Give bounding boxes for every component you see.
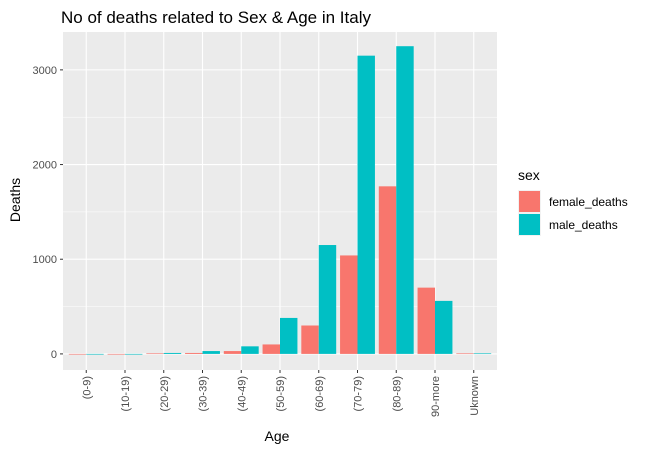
bar-male_deaths-0 xyxy=(86,353,104,355)
bar-female_deaths-1 xyxy=(107,353,125,355)
legend-title: sex xyxy=(518,167,540,183)
bar-male_deaths-10 xyxy=(473,353,492,355)
y-tick-label: 2000 xyxy=(33,160,57,172)
bar-female_deaths-2 xyxy=(146,353,164,355)
bar-male_deaths-3 xyxy=(202,351,220,354)
x-tick-label: Uknown xyxy=(469,376,481,416)
legend-swatch-female_deaths xyxy=(519,191,540,212)
y-axis-title: Deaths xyxy=(7,178,23,222)
x-tick-label: (80-89) xyxy=(391,376,403,411)
y-axis: 0 1000 2000 3000 xyxy=(33,65,63,361)
x-tick-label: (30-39) xyxy=(198,376,210,411)
x-tick-label: (60-69) xyxy=(314,376,326,411)
bar-female_deaths-3 xyxy=(185,352,203,354)
x-axis-title: Age xyxy=(265,428,290,444)
x-tick-label: (10-19) xyxy=(120,376,132,411)
chart-title: No of deaths related to Sex & Age in Ita… xyxy=(61,8,371,27)
bar-female_deaths-8 xyxy=(378,186,397,354)
y-tick-label: 0 xyxy=(51,349,57,361)
bar-female_deaths-10 xyxy=(456,353,474,355)
y-tick-label: 3000 xyxy=(33,65,57,77)
bar-male_deaths-8 xyxy=(396,46,414,354)
x-tick-label: (20-29) xyxy=(159,376,171,411)
legend-label-male_deaths: male_deaths xyxy=(549,218,618,232)
legend-swatch-male_deaths xyxy=(519,214,540,235)
bar-female_deaths-7 xyxy=(340,255,358,354)
plot-panel xyxy=(63,32,497,370)
x-axis: (0-9) (10-19) (20-29) (30-39) (40-49) (50-59)… xyxy=(81,370,481,417)
x-tick-label: 90-more xyxy=(430,376,442,417)
bar-female_deaths-4 xyxy=(223,351,242,354)
bar-male_deaths-4 xyxy=(241,346,259,354)
bar-male_deaths-9 xyxy=(435,300,453,354)
bar-male_deaths-6 xyxy=(318,245,337,354)
bar-male_deaths-2 xyxy=(163,352,182,354)
x-tick-label: (40-49) xyxy=(236,376,248,411)
bar-male_deaths-1 xyxy=(125,353,143,355)
x-tick-label: (0-9) xyxy=(81,376,93,399)
legend: sex female_deaths male_deaths xyxy=(518,167,628,236)
x-tick-label: (70-79) xyxy=(353,376,365,411)
bar-female_deaths-0 xyxy=(68,353,87,355)
legend-label-female_deaths: female_deaths xyxy=(549,195,628,209)
bar-female_deaths-6 xyxy=(301,325,319,354)
bar-male_deaths-7 xyxy=(357,55,375,354)
bar-female_deaths-5 xyxy=(262,344,280,354)
bar-male_deaths-5 xyxy=(280,317,298,354)
bar-female_deaths-9 xyxy=(417,287,435,354)
y-tick-label: 1000 xyxy=(33,254,57,266)
x-tick-label: (50-59) xyxy=(275,376,287,411)
